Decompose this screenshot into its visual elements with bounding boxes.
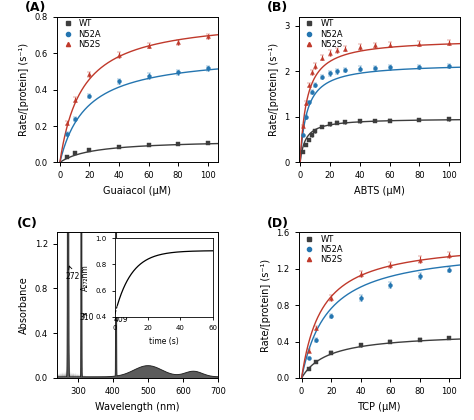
- Legend: WT, N52A, N52S: WT, N52A, N52S: [301, 235, 343, 264]
- Text: 310: 310: [79, 313, 93, 322]
- Y-axis label: Absorbance: Absorbance: [19, 276, 29, 334]
- Legend: WT, N52A, N52S: WT, N52A, N52S: [59, 19, 101, 49]
- X-axis label: Wavelength (nm): Wavelength (nm): [95, 402, 180, 412]
- Text: (D): (D): [266, 217, 288, 229]
- Y-axis label: Rate/[protein] (s⁻¹): Rate/[protein] (s⁻¹): [19, 43, 29, 136]
- Legend: WT, N52A, N52S: WT, N52A, N52S: [301, 19, 343, 49]
- X-axis label: Guaiacol (μM): Guaiacol (μM): [103, 186, 172, 196]
- Text: (C): (C): [17, 217, 37, 229]
- Text: (A): (A): [25, 1, 46, 14]
- Y-axis label: Rate/[protein] (s⁻¹): Rate/[protein] (s⁻¹): [269, 43, 279, 136]
- Text: (B): (B): [266, 1, 288, 14]
- X-axis label: ABTS (μM): ABTS (μM): [354, 186, 405, 196]
- X-axis label: TCP (μM): TCP (μM): [357, 402, 401, 412]
- Text: 272: 272: [65, 266, 80, 281]
- Y-axis label: Rate/[protein] (s⁻¹): Rate/[protein] (s⁻¹): [261, 259, 271, 352]
- Text: 409: 409: [114, 309, 128, 324]
